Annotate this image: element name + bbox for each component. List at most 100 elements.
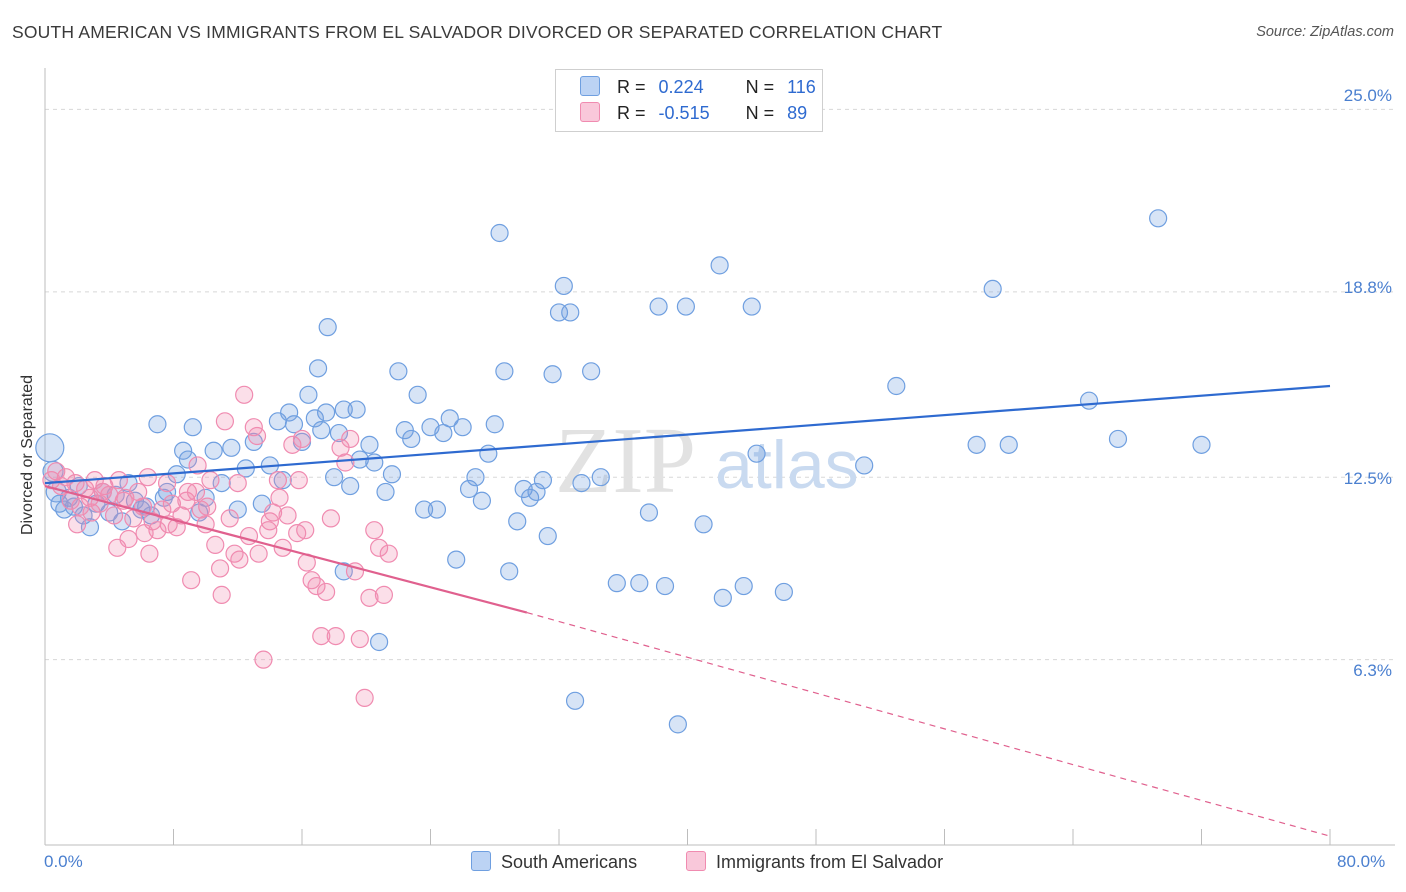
- el-salvador-point: [109, 471, 128, 490]
- bottom-legend-swatch-pink: [686, 851, 706, 871]
- watermark: ZIP atlas: [555, 409, 859, 513]
- el-salvador-point: [365, 521, 384, 540]
- south-american-point: [855, 456, 874, 475]
- axes: [44, 68, 1395, 846]
- el-salvador-point: [355, 688, 374, 707]
- south-american-point: [572, 473, 591, 493]
- el-salvador-point: [247, 426, 267, 446]
- el-salvador-point: [162, 494, 181, 513]
- south-american-point: [222, 438, 241, 457]
- el-salvador-point: [312, 626, 331, 646]
- el-salvador-point: [370, 538, 389, 557]
- legend-n-value: 89: [787, 103, 808, 123]
- el-salvador-point: [316, 582, 336, 602]
- el-salvador-point: [228, 473, 247, 493]
- watermark-zip: ZIP: [555, 409, 696, 513]
- south-american-point: [440, 409, 459, 428]
- south-american-point: [50, 494, 69, 513]
- legend-r-value: -0.515: [658, 103, 710, 123]
- south-american-point: [639, 503, 659, 522]
- south-american-point: [178, 450, 198, 469]
- data-points: [35, 209, 1211, 734]
- south-american-point: [365, 453, 384, 472]
- south-american-point: [742, 297, 761, 316]
- legend-row-el-salvador: R = -0.515 N = 89: [580, 102, 807, 126]
- south-american-point: [713, 588, 732, 607]
- south-american-point: [447, 550, 466, 569]
- el-salvador-point: [206, 535, 225, 554]
- south-american-point: [887, 376, 906, 396]
- legend-n-value: 116: [787, 77, 816, 97]
- south-american-point: [655, 576, 675, 596]
- el-salvador-point: [116, 488, 135, 507]
- x-tick-label-max: 80.0%: [1337, 852, 1386, 871]
- south-american-point: [607, 574, 626, 593]
- south-american-point: [174, 441, 193, 460]
- south-american-point: [1192, 435, 1211, 454]
- el-salvador-point: [68, 515, 87, 534]
- south-american-point: [649, 297, 668, 316]
- south-american-point: [360, 435, 379, 454]
- y-tick-label: 25.0%: [1343, 86, 1392, 105]
- south-american-point: [630, 574, 649, 593]
- bottom-legend-el-salvador: Immigrants from El Salvador: [686, 851, 943, 873]
- south-american-point: [495, 362, 514, 381]
- el-salvador-point: [341, 429, 360, 449]
- south-american-point: [308, 359, 328, 378]
- south-american-point: [747, 444, 766, 463]
- south-american-point: [347, 400, 366, 419]
- south-american-point: [983, 279, 1002, 299]
- el-salvador-point: [360, 588, 379, 607]
- south-american-point: [591, 468, 610, 487]
- el-salvador-point: [296, 521, 315, 540]
- el-salvador-point: [379, 544, 398, 563]
- el-salvador-point: [82, 503, 101, 522]
- south-american-point: [533, 471, 553, 490]
- legend-row-south-americans: R = 0.224 N = 116: [580, 76, 816, 100]
- south-american-point: [453, 418, 472, 437]
- south-american-point: [148, 415, 167, 434]
- y-tick-label: 12.5%: [1343, 469, 1392, 488]
- el-salvador-point: [336, 453, 355, 472]
- legend-swatch-blue: [580, 76, 600, 96]
- gridlines: [45, 108, 1395, 661]
- el-salvador-point: [157, 473, 177, 493]
- el-salvador-point: [289, 471, 308, 490]
- bottom-legend-swatch-blue: [471, 851, 491, 871]
- south-american-point: [694, 515, 713, 534]
- south-american-point: [408, 385, 427, 404]
- south-american-point: [402, 429, 421, 449]
- el-salvador-point: [230, 550, 249, 569]
- bottom-legend: South Americans Immigrants from El Salva…: [0, 851, 1406, 877]
- el-salvador-point: [292, 429, 312, 449]
- el-salvador-point: [66, 473, 85, 493]
- el-salvador-point: [212, 585, 231, 605]
- south-american-point: [183, 418, 202, 437]
- legend-r-value: 0.224: [658, 77, 704, 97]
- y-tick-label: 18.8%: [1343, 278, 1392, 297]
- x-tick-label-min: 0.0%: [44, 852, 83, 871]
- chart-title: SOUTH AMERICAN VS IMMIGRANTS FROM EL SAL…: [12, 22, 943, 42]
- el-salvador-point: [220, 509, 239, 528]
- south-american-point: [676, 297, 695, 316]
- el-salvador-trend-extension: [526, 611, 1331, 837]
- el-salvador-point: [135, 524, 154, 543]
- south-american-point: [316, 403, 336, 422]
- el-salvador-point: [307, 576, 326, 596]
- el-salvador-point: [278, 506, 297, 525]
- watermark-atlas: atlas: [715, 427, 859, 503]
- south-american-point: [204, 441, 223, 460]
- south-american-point: [734, 576, 753, 596]
- el-salvador-point: [215, 412, 234, 431]
- south-american-point: [376, 482, 395, 502]
- south-american-point: [280, 403, 299, 422]
- el-salvador-point: [270, 488, 289, 507]
- south-american-point: [312, 421, 331, 440]
- south-american-point: [1108, 429, 1128, 449]
- south-american-point: [273, 471, 292, 490]
- south-american-point: [967, 435, 986, 454]
- el-salvador-point: [182, 571, 201, 590]
- south-american-point: [485, 415, 504, 434]
- south-american-point: [334, 400, 353, 419]
